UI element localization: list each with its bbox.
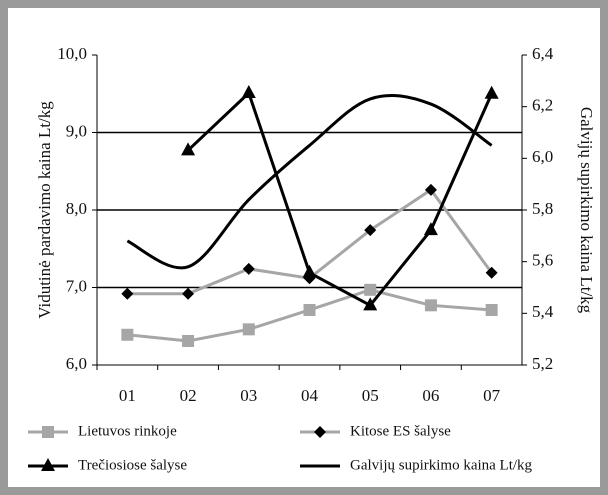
y-tick-label: 8,0 <box>66 199 87 218</box>
data-point <box>484 85 499 99</box>
legend-label: Galvijų supirkimo kaina Lt/kg <box>350 457 533 473</box>
y2-tick-label: 5,8 <box>532 199 553 218</box>
y2-axis-label: Galvijų supirkimo kaina Lt/kg <box>577 107 596 314</box>
data-point <box>485 266 498 279</box>
x-tick-label: 05 <box>362 386 379 405</box>
legend-marker <box>314 426 326 438</box>
legend-label: Kitose ES šalyse <box>350 423 451 439</box>
data-point <box>242 323 255 336</box>
legend-marker <box>41 458 55 471</box>
y2-tick-label: 6,2 <box>532 96 553 115</box>
data-point <box>121 287 134 300</box>
y-tick-label: 10,0 <box>57 44 87 63</box>
series-line <box>187 90 494 308</box>
data-point <box>363 297 378 311</box>
y-tick-label: 6,0 <box>66 354 87 373</box>
data-point <box>303 303 316 316</box>
y-axis-label: Vidutinė pardavimo kaina Lt/kg <box>35 101 54 319</box>
data-point <box>364 224 377 237</box>
legend-label: Lietuvos rinkoje <box>78 423 177 439</box>
x-tick-label: 07 <box>483 386 501 405</box>
data-point <box>424 183 437 196</box>
x-tick-label: 06 <box>422 386 439 405</box>
series-line <box>126 93 493 270</box>
data-point <box>181 142 196 156</box>
y2-tick-label: 5,2 <box>532 354 553 373</box>
data-point <box>423 222 438 236</box>
data-point <box>242 262 255 275</box>
x-tick-label: 03 <box>240 386 257 405</box>
y-tick-label: 7,0 <box>66 276 87 295</box>
data-point <box>364 283 377 296</box>
y2-tick-label: 6,0 <box>532 147 553 166</box>
data-point <box>241 84 256 98</box>
y2-tick-label: 5,4 <box>532 302 554 321</box>
x-tick-label: 01 <box>119 386 136 405</box>
legend-label: Trečiosiose šalyse <box>78 457 187 473</box>
data-point <box>182 334 195 347</box>
data-point <box>485 303 498 316</box>
y-tick-label: 9,0 <box>66 121 87 140</box>
data-point <box>302 264 317 278</box>
legend-marker <box>42 426 54 438</box>
y2-tick-label: 5,6 <box>532 251 553 270</box>
x-tick-label: 02 <box>180 386 197 405</box>
x-tick-label: 04 <box>301 386 319 405</box>
data-point <box>424 299 437 312</box>
data-point <box>121 328 134 341</box>
y2-tick-label: 6,4 <box>532 44 554 63</box>
data-point <box>182 287 195 300</box>
